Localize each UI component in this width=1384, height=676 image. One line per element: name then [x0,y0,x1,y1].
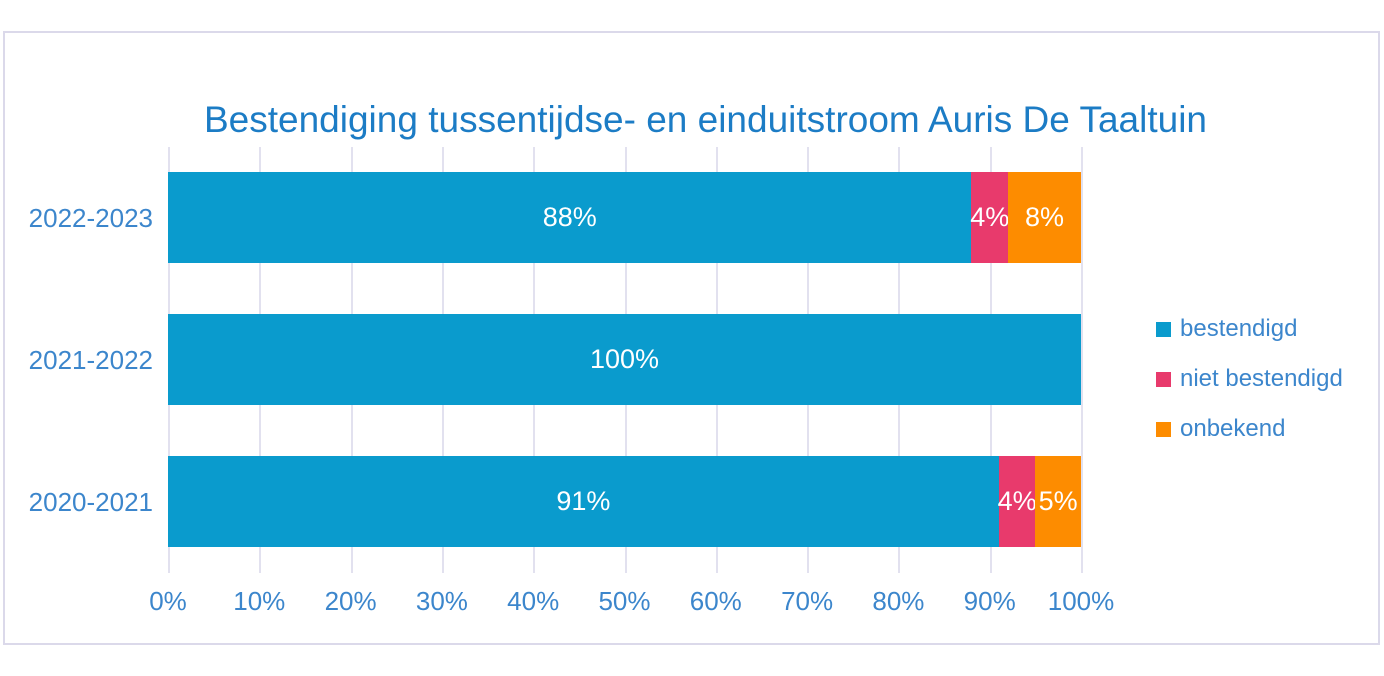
bar-row: 88% 4% 8% [168,172,1081,263]
bar-label: 8% [1024,202,1064,232]
legend-item: onbekend [1156,414,1343,444]
gridline [1081,147,1083,573]
bar-segment: 100% [168,314,1081,405]
bar-row: 91% 4% 5% [168,456,1081,547]
legend-label: bestendigd [1180,315,1298,342]
x-tick-label: 0% [149,586,187,616]
bar-segment: 8% [1007,172,1081,263]
bar-label: 4% [997,486,1037,516]
x-tick-label: 40% [507,586,560,616]
bar-label: 100% [589,344,660,374]
y-axis-label: 2020-2021 [28,487,153,517]
chart-frame: Bestendiging tussentijdse- en einduitstr… [3,31,1380,645]
legend-swatch [1156,421,1171,437]
bar-segment: 91% [168,456,999,547]
x-tick-label: 100% [1047,586,1115,616]
legend-swatch [1156,321,1171,337]
plot-area: 88% 4% 8% 100% 91% 4% 5% [168,147,1083,573]
legend-label: onbekend [1180,415,1286,442]
x-tick-label: 90% [963,586,1016,616]
legend: bestendigd niet bestendigd onbekend [1156,314,1343,464]
x-tick-label: 10% [233,586,286,616]
legend-swatch [1156,371,1171,387]
bar-label: 4% [970,202,1010,232]
x-tick-label: 60% [689,586,742,616]
bar-segment: 4% [970,172,1010,263]
bar-label: 5% [1038,486,1078,516]
bar-segment: 4% [997,456,1037,547]
bar-segment: 88% [168,172,972,263]
x-tick-label: 20% [324,586,377,616]
x-tick-label: 50% [598,586,651,616]
chart-title: Bestendiging tussentijdse- en einduitstr… [203,99,1207,140]
y-axis-label: 2022-2023 [28,203,153,233]
legend-label: niet bestendigd [1180,365,1343,392]
y-axis-label: 2021-2022 [28,345,153,375]
bar-segment: 5% [1035,456,1081,547]
bar-label: 88% [542,202,597,232]
x-tick-label: 70% [781,586,834,616]
x-tick-label: 80% [872,586,925,616]
bar-label: 91% [556,486,611,516]
bar-row: 100% [168,314,1081,405]
legend-item: niet bestendigd [1156,364,1343,394]
legend-item: bestendigd [1156,314,1343,344]
x-tick-label: 30% [415,586,468,616]
